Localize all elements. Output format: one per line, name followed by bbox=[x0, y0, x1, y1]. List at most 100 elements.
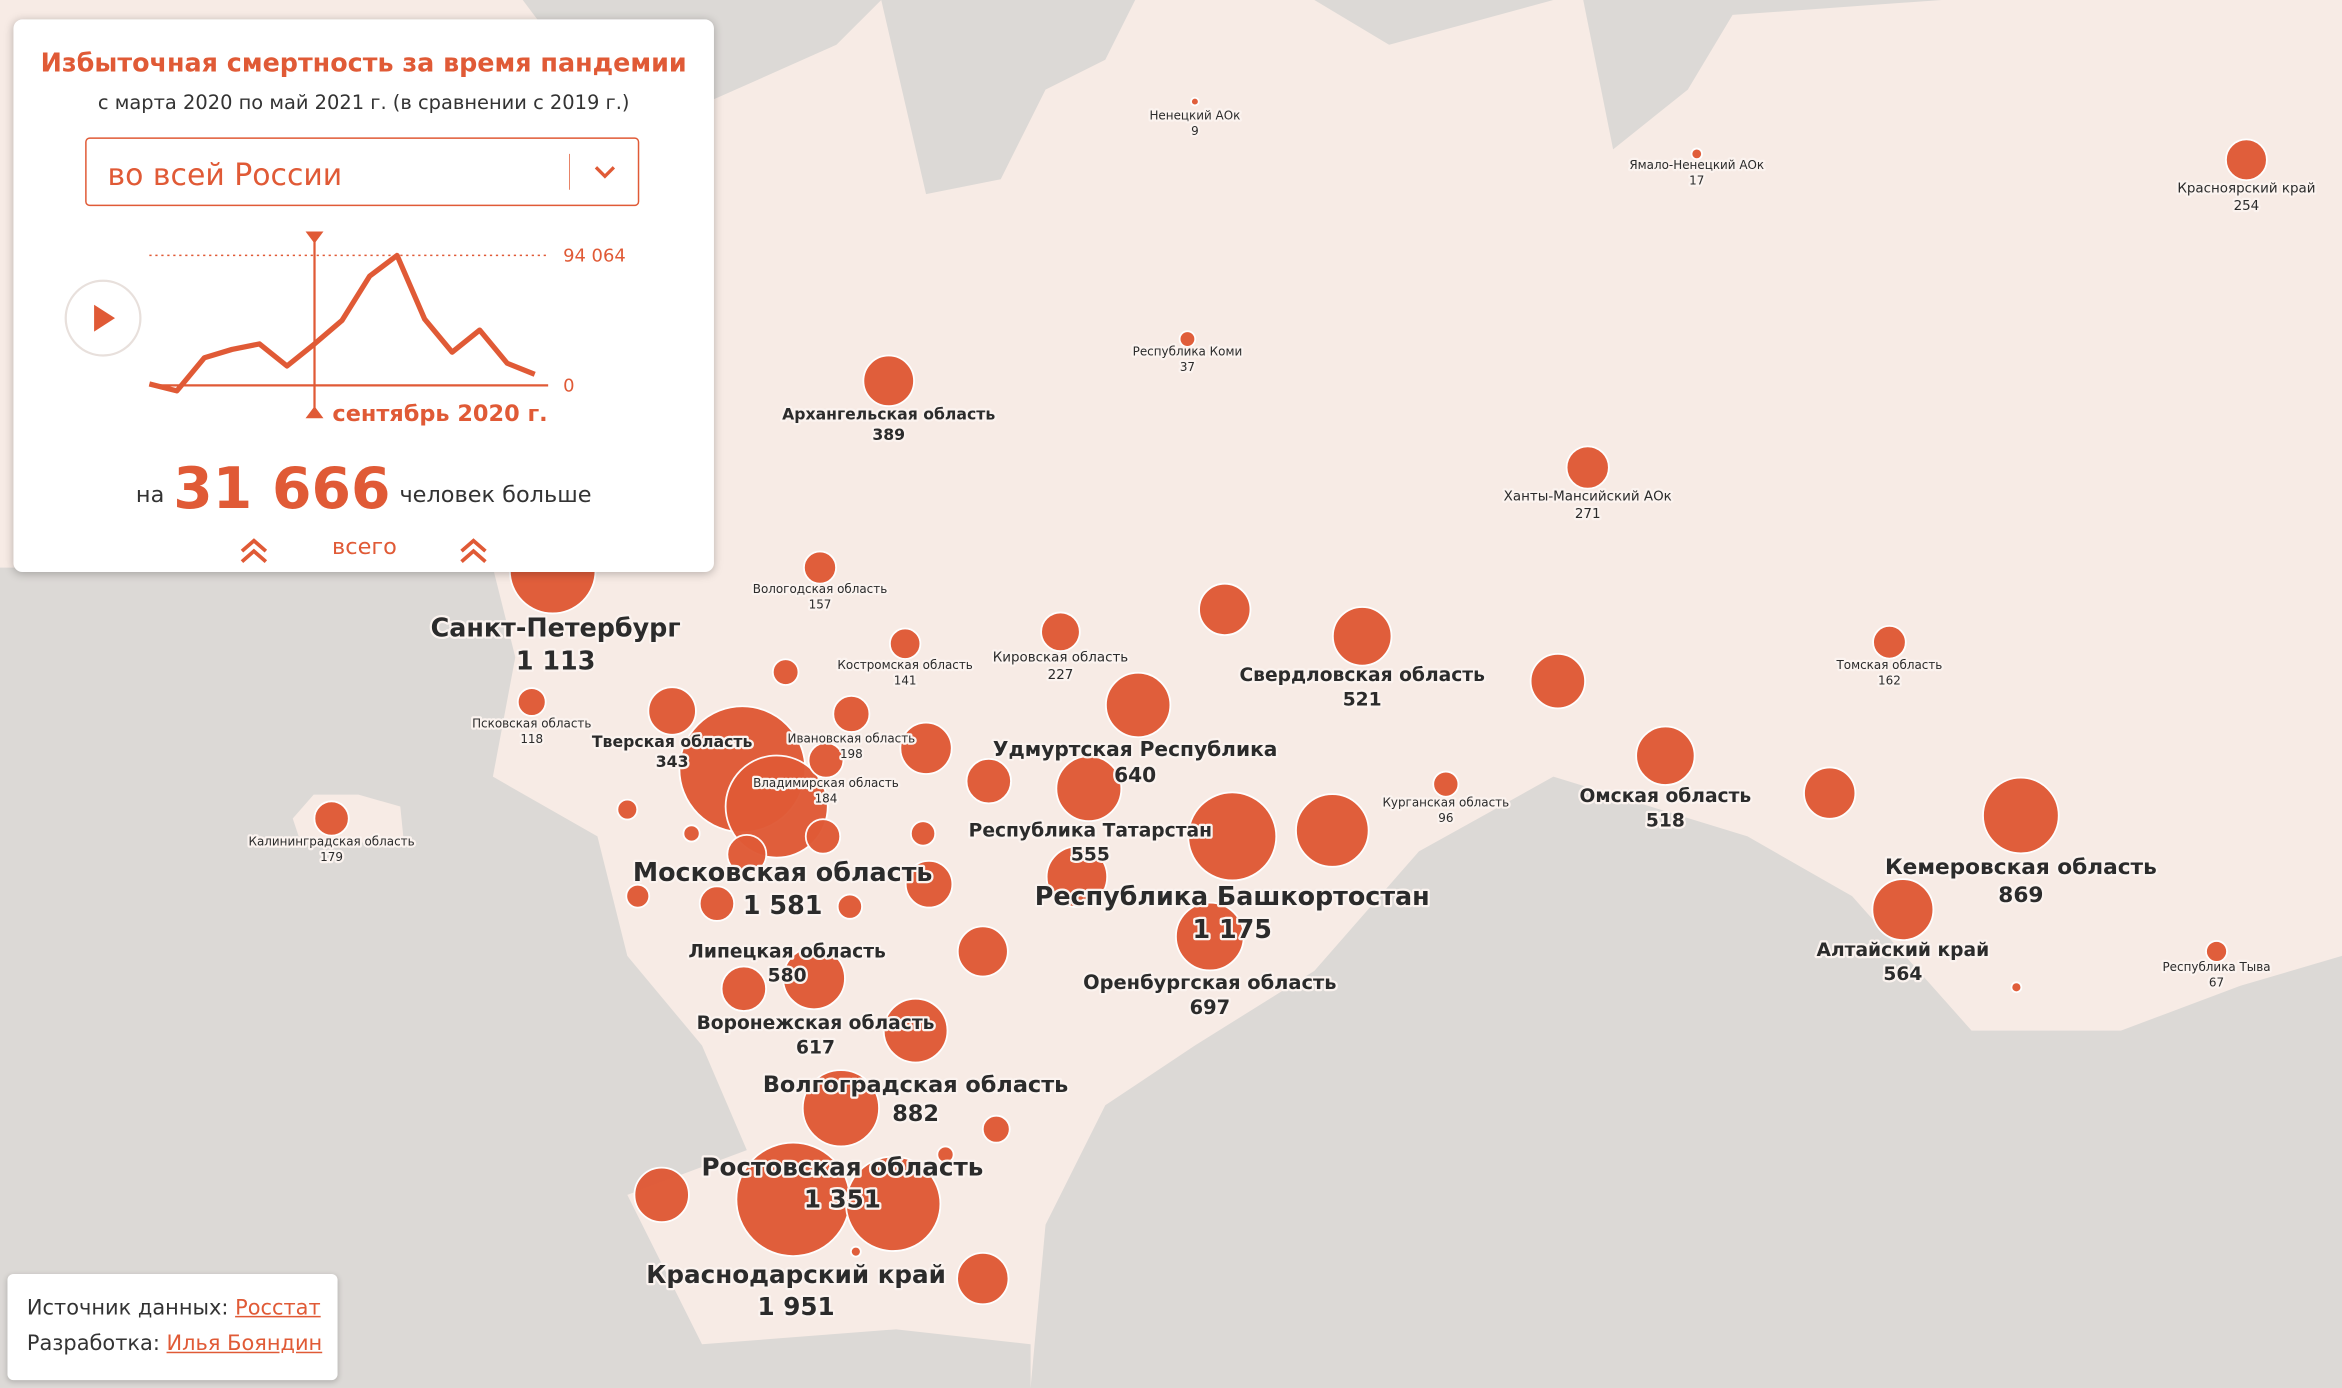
region-circle bbox=[899, 721, 953, 775]
y-tick-label: 94 064 bbox=[563, 245, 626, 266]
region-name: Волгоградская область bbox=[763, 1072, 1069, 1098]
region-value: 254 bbox=[2234, 199, 2260, 214]
region-circle bbox=[832, 694, 871, 733]
marks bbox=[313, 96, 2268, 1306]
region-circle bbox=[936, 1145, 955, 1164]
region-name: Калининградская область bbox=[248, 834, 414, 848]
region-circle bbox=[882, 997, 949, 1064]
region-circle bbox=[1872, 625, 1907, 660]
region-circle bbox=[647, 686, 697, 736]
source-link[interactable]: Росстат bbox=[235, 1296, 321, 1321]
region-value: 271 bbox=[1575, 507, 1601, 522]
region-name: Оренбургская область bbox=[1083, 971, 1336, 994]
region-name: Ямало-Ненецкий АОк bbox=[1629, 158, 1764, 172]
chevron-left[interactable] bbox=[240, 538, 268, 564]
region-circle bbox=[724, 754, 829, 859]
region-circle bbox=[807, 741, 845, 779]
region-dropdown[interactable]: во всей России bbox=[85, 137, 640, 207]
region-value: 564 bbox=[1883, 964, 1922, 985]
region-value: 1 951 bbox=[758, 1292, 835, 1321]
region-name: Липецкая область bbox=[688, 941, 885, 962]
region-name: Республика Тыва bbox=[2162, 960, 2270, 974]
marker-bottom bbox=[305, 406, 324, 419]
region-value: 1 581 bbox=[743, 890, 822, 920]
region-circle bbox=[1178, 330, 1197, 348]
dropdown-text: во всей России bbox=[107, 156, 343, 193]
region-value: 198 bbox=[840, 747, 863, 761]
region-name: Воронежская область bbox=[697, 1013, 935, 1034]
y-tick-label: 0 bbox=[563, 375, 574, 396]
region-value: 1 351 bbox=[804, 1185, 881, 1214]
region-name: Московская область bbox=[633, 857, 933, 887]
region-value: 141 bbox=[894, 674, 917, 688]
region-name: Костромская область bbox=[837, 658, 972, 672]
region-circle bbox=[1331, 606, 1393, 667]
region-circle bbox=[804, 818, 842, 855]
region-circle bbox=[1565, 445, 1610, 490]
sparkline: 94 064 0 сентябрь 2020 г. bbox=[64, 231, 626, 427]
region-value: 118 bbox=[520, 732, 543, 746]
region-value: 1 113 bbox=[516, 645, 595, 675]
region-name: Алтайский край bbox=[1817, 940, 1990, 961]
region-circle bbox=[1055, 755, 1123, 823]
region-value: 882 bbox=[892, 1101, 939, 1127]
region-circle bbox=[862, 354, 915, 408]
region-circle bbox=[616, 798, 639, 821]
region-value: 67 bbox=[2209, 975, 2224, 989]
region-circle bbox=[981, 1114, 1011, 1144]
sea bbox=[1314, 0, 1554, 45]
region-circle bbox=[516, 687, 547, 717]
region-value: 37 bbox=[1180, 360, 1195, 374]
region-name: Красноярский край bbox=[2177, 182, 2315, 197]
region-name: Тверская область bbox=[592, 732, 753, 751]
control-panel: Избыточная смертность за время пандемии … bbox=[13, 19, 714, 573]
play-button[interactable] bbox=[64, 279, 142, 357]
region-circle bbox=[1198, 582, 1252, 636]
region-circle bbox=[836, 893, 863, 920]
chevron-right[interactable] bbox=[460, 538, 487, 564]
region-circle bbox=[2010, 981, 2023, 994]
region-circle bbox=[1690, 147, 1703, 161]
region-circle bbox=[682, 824, 701, 843]
region-value: 580 bbox=[768, 966, 807, 987]
region-value: 555 bbox=[1071, 845, 1110, 866]
region-name: Республика Коми bbox=[1133, 344, 1243, 358]
europe bbox=[0, 567, 1031, 1388]
region-circle bbox=[888, 627, 922, 660]
region-name: Архангельская область bbox=[782, 405, 995, 424]
region-circle bbox=[2225, 138, 2268, 182]
sea bbox=[1583, 0, 1942, 150]
total-value: 31 666 bbox=[173, 455, 391, 522]
region-circle bbox=[1432, 770, 1460, 798]
region-circle bbox=[1871, 878, 1935, 942]
region-name: Псковская область bbox=[472, 716, 591, 730]
region-name: Ненецкий АОк bbox=[1149, 108, 1240, 122]
region-name: Томская область bbox=[1836, 658, 1943, 672]
region-circle bbox=[771, 658, 800, 686]
region-value: 343 bbox=[656, 752, 689, 771]
region-value: 227 bbox=[1048, 668, 1074, 683]
region-circle bbox=[720, 965, 767, 1012]
region-name: Кемеровская область bbox=[1885, 855, 2157, 880]
total-button[interactable]: всего bbox=[332, 533, 397, 561]
region-value: 521 bbox=[1343, 689, 1382, 710]
region-value: 617 bbox=[796, 1037, 835, 1058]
region-circle bbox=[2205, 940, 2228, 963]
region-name: Республика Татарстан bbox=[969, 820, 1212, 841]
chevrons bbox=[240, 538, 487, 564]
region-circle bbox=[904, 859, 954, 909]
current-date: сентябрь 2020 г. bbox=[332, 401, 547, 427]
region-value: 17 bbox=[1689, 173, 1704, 187]
author-link[interactable]: Илья Бояндин bbox=[166, 1332, 323, 1357]
region-circle bbox=[1635, 725, 1696, 786]
region-name: Ханты-Мансийский АОк bbox=[1504, 489, 1672, 504]
region-value: 179 bbox=[320, 850, 343, 864]
region-name: Владимирская область bbox=[753, 776, 899, 790]
region-circle bbox=[1175, 901, 1245, 972]
region-value: 640 bbox=[1114, 763, 1156, 787]
region-circle bbox=[803, 550, 837, 585]
region-circle bbox=[633, 1166, 690, 1224]
